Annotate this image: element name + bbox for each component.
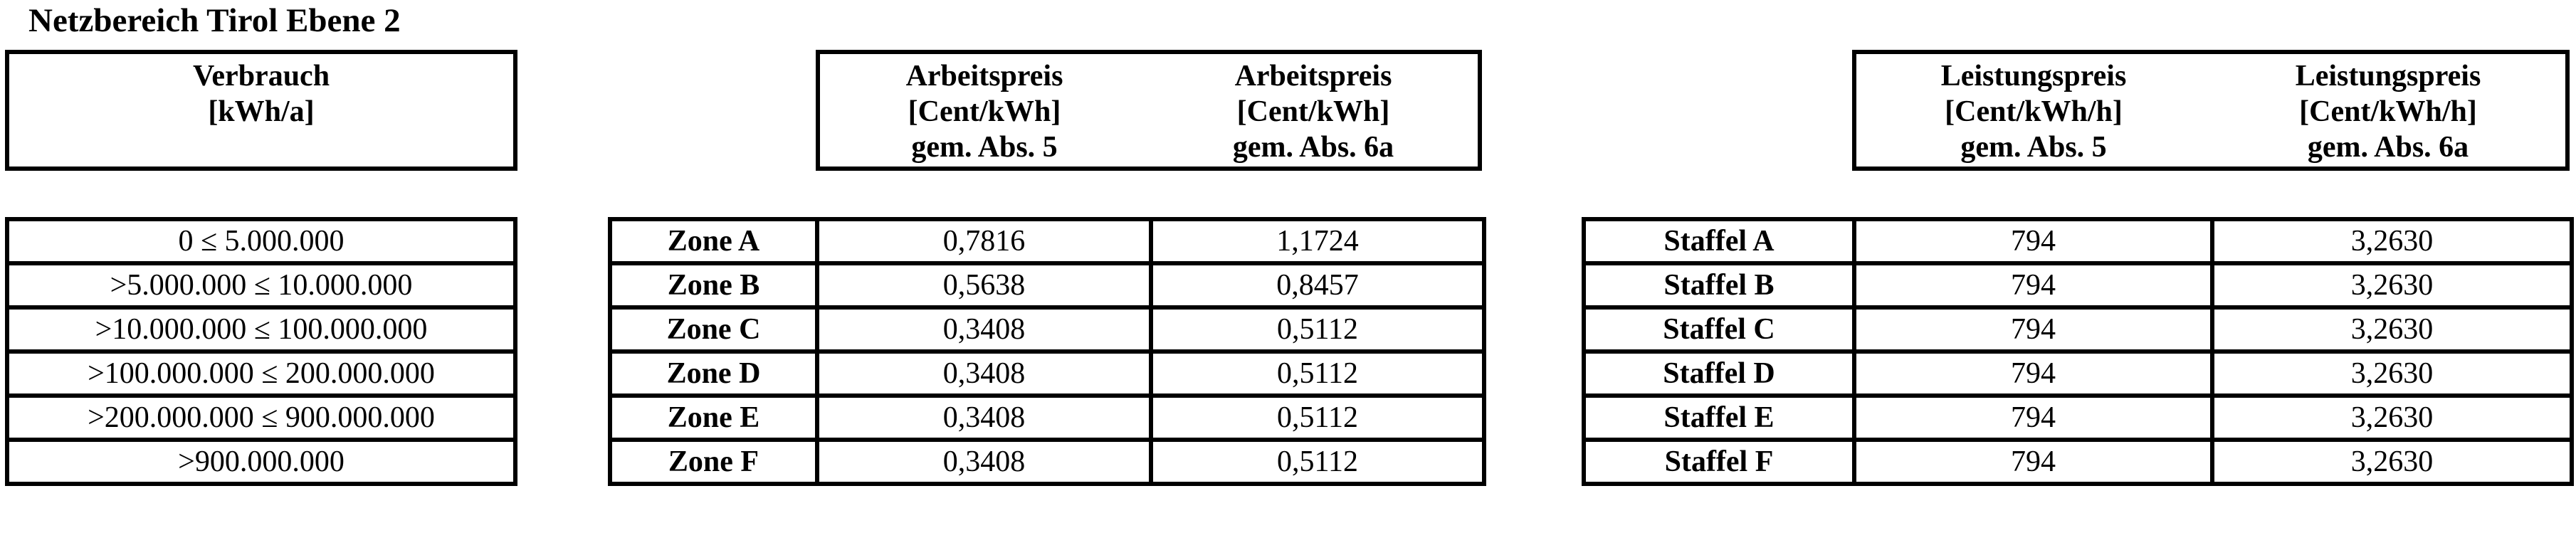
leistungspreis-abs6a-header: Leistungspreis [Cent/kWh/h] gem. Abs. 6a (2211, 54, 2565, 167)
arbeitspreis-abs6a-cell: 0,5112 (1149, 305, 1486, 354)
leistungspreis-abs5-cell: 794 (1852, 349, 2214, 398)
table-row: Zone D 0,3408 0,5112 (608, 349, 1486, 398)
leistungspreis-abs5-cell: 794 (1852, 217, 2214, 265)
verbrauch-header-line1: Verbrauch (192, 60, 330, 93)
zone-label-cell: Zone B (608, 261, 819, 310)
staffel-label-cell: Staffel D (1582, 349, 1856, 398)
table-row: Zone C 0,3408 0,5112 (608, 305, 1486, 354)
table-row: >200.000.000 ≤ 900.000.000 (5, 393, 517, 442)
verbrauch-header-box: Verbrauch [kWh/a] (5, 50, 517, 171)
leistungspreis-abs5-line3: gem. Abs. 5 (1960, 131, 2107, 164)
zone-label-cell: Zone E (608, 393, 819, 442)
leistungspreis-header-box: Leistungspreis [Cent/kWh/h] gem. Abs. 5 … (1852, 50, 2570, 171)
arbeitspreis-header-box: Arbeitspreis [Cent/kWh] gem. Abs. 5 Arbe… (816, 50, 1482, 171)
arbeitspreis-abs6a-cell: 0,8457 (1149, 261, 1486, 310)
arbeitspreis-zones-table: Zone A 0,7816 1,1724 Zone B 0,5638 0,845… (608, 217, 1486, 486)
table-row: Staffel B 794 3,2630 (1582, 261, 2574, 310)
table-row: >100.000.000 ≤ 200.000.000 (5, 349, 517, 398)
table-row: Staffel E 794 3,2630 (1582, 393, 2574, 442)
leistungspreis-abs6a-cell: 3,2630 (2210, 438, 2574, 486)
leistungspreis-abs5-cell: 794 (1852, 438, 2214, 486)
leistungspreis-abs6a-line1: Leistungspreis (2295, 60, 2481, 93)
staffel-label-cell: Staffel E (1582, 393, 1856, 442)
table-row: Staffel F 794 3,2630 (1582, 438, 2574, 486)
zone-label-cell: Zone C (608, 305, 819, 354)
staffel-label-cell: Staffel A (1582, 217, 1856, 265)
page-title: Netzbereich Tirol Ebene 2 (28, 2, 401, 39)
leistungspreis-abs5-line1: Leistungspreis (1940, 60, 2127, 93)
zone-label-cell: Zone F (608, 438, 819, 486)
verbrauch-header-line2: [kWh/a] (208, 95, 315, 128)
verbrauch-table: 0 ≤ 5.000.000 >5.000.000 ≤ 10.000.000 >1… (5, 217, 517, 486)
zone-label-cell: Zone A (608, 217, 819, 265)
arbeitspreis-abs5-line2: [Cent/kWh] (908, 95, 1061, 128)
arbeitspreis-abs5-header: Arbeitspreis [Cent/kWh] gem. Abs. 5 (820, 54, 1149, 167)
table-row: Zone F 0,3408 0,5112 (608, 438, 1486, 486)
arbeitspreis-abs5-line1: Arbeitspreis (905, 60, 1063, 93)
verbrauch-range-cell: 0 ≤ 5.000.000 (5, 217, 517, 265)
table-row: >900.000.000 (5, 438, 517, 486)
arbeitspreis-abs6a-line2: [Cent/kWh] (1236, 95, 1390, 128)
staffel-label-cell: Staffel C (1582, 305, 1856, 354)
verbrauch-range-cell: >10.000.000 ≤ 100.000.000 (5, 305, 517, 354)
arbeitspreis-abs6a-cell: 1,1724 (1149, 217, 1486, 265)
leistungspreis-abs5-header: Leistungspreis [Cent/kWh/h] gem. Abs. 5 (1856, 54, 2211, 167)
leistungspreis-abs6a-cell: 3,2630 (2210, 261, 2574, 310)
leistungspreis-abs6a-line3: gem. Abs. 6a (2307, 131, 2469, 164)
arbeitspreis-abs5-cell: 0,3408 (815, 393, 1153, 442)
staffel-label-cell: Staffel F (1582, 438, 1856, 486)
verbrauch-range-cell: >100.000.000 ≤ 200.000.000 (5, 349, 517, 398)
arbeitspreis-abs5-cell: 0,3408 (815, 438, 1153, 486)
leistungspreis-abs5-cell: 794 (1852, 305, 2214, 354)
arbeitspreis-abs5-cell: 0,3408 (815, 349, 1153, 398)
table-row: Staffel D 794 3,2630 (1582, 349, 2574, 398)
table-row: >10.000.000 ≤ 100.000.000 (5, 305, 517, 354)
table-row: Staffel A 794 3,2630 (1582, 217, 2574, 265)
arbeitspreis-abs6a-cell: 0,5112 (1149, 438, 1486, 486)
arbeitspreis-abs6a-line1: Arbeitspreis (1234, 60, 1392, 93)
arbeitspreis-abs6a-header: Arbeitspreis [Cent/kWh] gem. Abs. 6a (1149, 54, 1478, 167)
table-row: >5.000.000 ≤ 10.000.000 (5, 261, 517, 310)
arbeitspreis-abs5-cell: 0,3408 (815, 305, 1153, 354)
table-row: Staffel C 794 3,2630 (1582, 305, 2574, 354)
leistungspreis-abs5-cell: 794 (1852, 393, 2214, 442)
table-row: 0 ≤ 5.000.000 (5, 217, 517, 265)
arbeitspreis-abs6a-line3: gem. Abs. 6a (1232, 131, 1394, 164)
leistungspreis-abs6a-cell: 3,2630 (2210, 305, 2574, 354)
leistungspreis-abs6a-cell: 3,2630 (2210, 349, 2574, 398)
leistungspreis-abs6a-line2: [Cent/kWh/h] (2299, 95, 2477, 128)
leistungspreis-abs6a-cell: 3,2630 (2210, 217, 2574, 265)
verbrauch-header-col: Verbrauch [kWh/a] (9, 54, 513, 167)
table-row: Zone A 0,7816 1,1724 (608, 217, 1486, 265)
leistungspreis-staffel-table: Staffel A 794 3,2630 Staffel B 794 3,263… (1582, 217, 2574, 486)
arbeitspreis-abs5-cell: 0,7816 (815, 217, 1153, 265)
staffel-label-cell: Staffel B (1582, 261, 1856, 310)
leistungspreis-abs5-line2: [Cent/kWh/h] (1945, 95, 2123, 128)
arbeitspreis-abs5-cell: 0,5638 (815, 261, 1153, 310)
arbeitspreis-abs6a-cell: 0,5112 (1149, 393, 1486, 442)
verbrauch-range-cell: >900.000.000 (5, 438, 517, 486)
arbeitspreis-abs5-line3: gem. Abs. 5 (911, 131, 1058, 164)
leistungspreis-abs5-cell: 794 (1852, 261, 2214, 310)
verbrauch-range-cell: >5.000.000 ≤ 10.000.000 (5, 261, 517, 310)
arbeitspreis-abs6a-cell: 0,5112 (1149, 349, 1486, 398)
table-row: Zone E 0,3408 0,5112 (608, 393, 1486, 442)
verbrauch-range-cell: >200.000.000 ≤ 900.000.000 (5, 393, 517, 442)
zone-label-cell: Zone D (608, 349, 819, 398)
leistungspreis-abs6a-cell: 3,2630 (2210, 393, 2574, 442)
table-row: Zone B 0,5638 0,8457 (608, 261, 1486, 310)
